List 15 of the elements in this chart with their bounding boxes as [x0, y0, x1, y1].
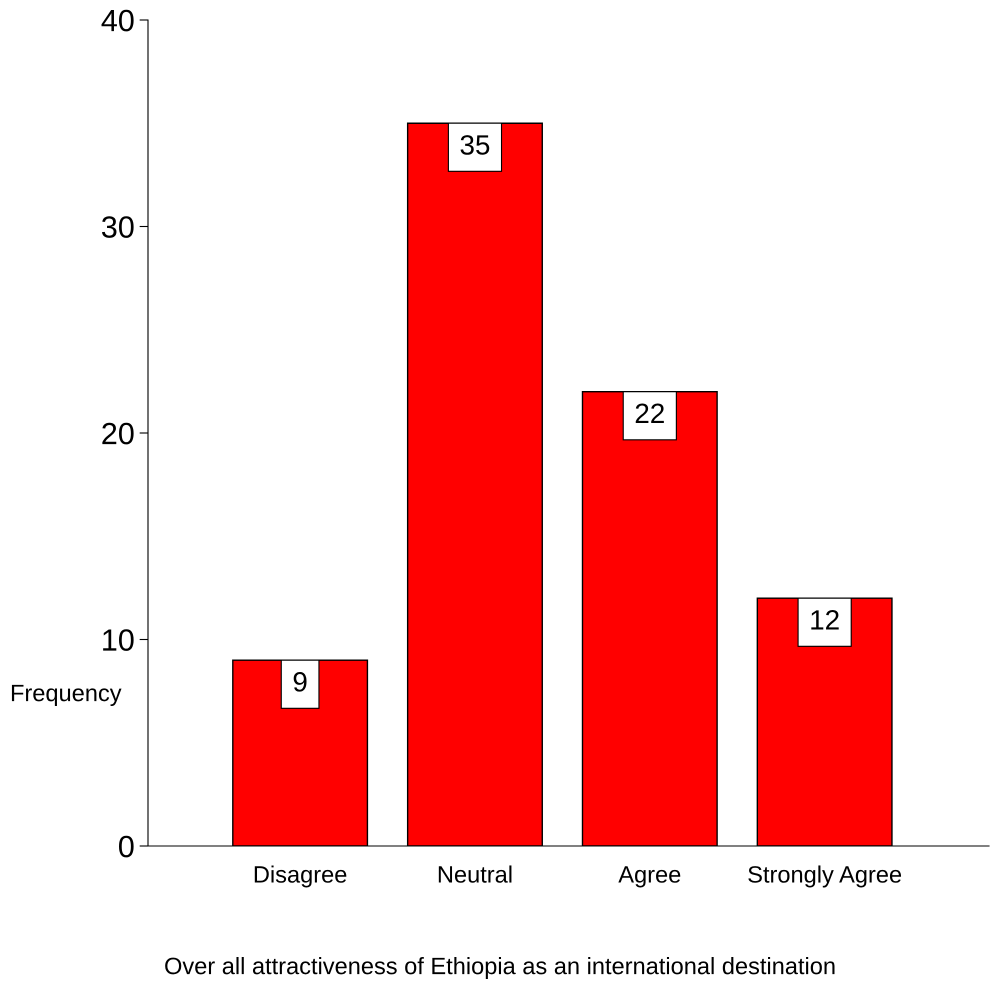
x-tick-label: Disagree	[254, 865, 346, 888]
data-label: 9	[294, 672, 307, 692]
x-tick-label: Strongly Agree	[748, 865, 902, 888]
y-axis-title: Frequency	[12, 684, 122, 706]
y-tick-label: 30	[102, 216, 134, 238]
y-tick-label: 10	[103, 629, 134, 651]
data-label: 22	[636, 404, 664, 423]
y-tick-label: 40	[102, 10, 134, 32]
x-axis-title: Over all attractiveness of Ethiopia as an international destination	[165, 956, 834, 980]
data-label: 12	[811, 610, 839, 630]
data-label: 35	[460, 135, 490, 155]
y-tick-label: 20	[102, 422, 134, 444]
y-tick-label: 0	[119, 836, 134, 858]
x-tick-label: Agree	[618, 866, 680, 888]
x-tick-label: Neutral	[438, 865, 512, 883]
